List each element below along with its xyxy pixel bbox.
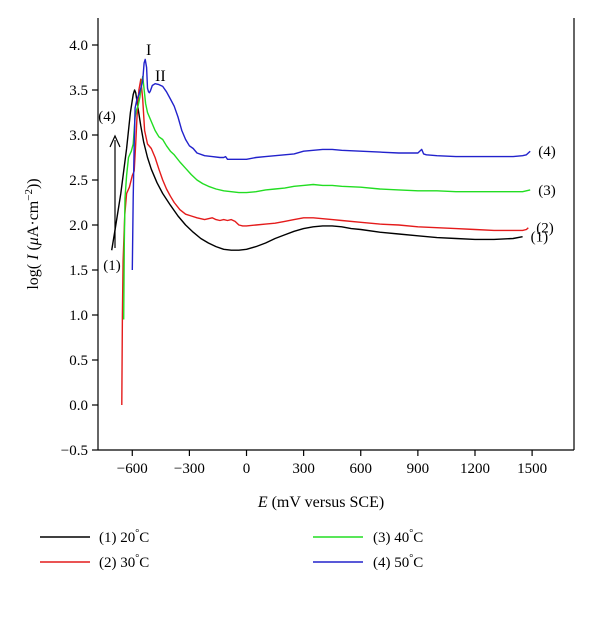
legend-label-4: (4) 50°C: [373, 553, 423, 571]
y-tick-label: −0.5: [61, 443, 88, 459]
x-tick-label: 900: [407, 461, 430, 477]
x-tick-label: 1500: [517, 461, 547, 477]
x-tick-label: 600: [350, 461, 373, 477]
legend: (1) 20°C (2) 30°C (3) 40°C (4) 50°C: [40, 528, 423, 571]
legend-label-3: (3) 40°C: [373, 528, 423, 546]
y-tick-label: 1.5: [69, 263, 88, 279]
legend-item-4: (4) 50°C: [313, 553, 423, 571]
series-line-1: [111, 89, 523, 251]
series-line-2: [121, 78, 529, 406]
x-tick-label: 0: [243, 461, 251, 477]
y-axis-title: log( I (μA·cm−2)): [23, 178, 42, 289]
axis-ticks: −600 −300 0 300 600 900 1200 1500 −0.5 0.0 0.5 1.0 1…: [61, 38, 547, 477]
y-tick-label: 1.0: [69, 308, 88, 324]
x-tick-label: 1200: [460, 461, 490, 477]
series-line-3: [123, 75, 531, 320]
temperature-arrow: (4) (1): [98, 109, 121, 274]
x-axis-title: E (mV versus SCE): [257, 494, 384, 511]
legend-label-1: (1) 20°C: [99, 528, 149, 546]
series-layer: [111, 58, 531, 406]
curve-label-1: (1): [531, 230, 549, 246]
arrow-head-icon: [109, 134, 121, 148]
curve-label-4: (4): [538, 144, 556, 160]
arrow-label-top: (4): [98, 109, 116, 125]
curve-label-3: (3): [538, 183, 556, 199]
legend-label-2: (2) 30°C: [99, 553, 149, 571]
curve-label-layer: (1)(2) (3) (4): [531, 144, 556, 246]
curve-label-2: (2): [536, 221, 554, 237]
y-tick-label: 2.5: [69, 173, 88, 189]
x-tick-label: 300: [292, 461, 315, 477]
y-tick-label: 0.5: [69, 353, 88, 369]
series-line-4: [131, 58, 531, 271]
y-tick-label: 3.5: [69, 83, 88, 99]
x-tick-label: −600: [117, 461, 148, 477]
x-tick-label: −300: [174, 461, 205, 477]
y-tick-label: 0.0: [69, 398, 88, 414]
y-tick-label: 2.0: [69, 218, 88, 234]
y-tick-label: 3.0: [69, 128, 88, 144]
legend-item-3: (3) 40°C: [313, 528, 423, 546]
legend-item-1: (1) 20°C: [40, 528, 149, 546]
peak-label-1: I: [146, 42, 151, 59]
y-tick-label: 4.0: [69, 38, 88, 54]
arrow-label-bottom: (1): [103, 258, 121, 274]
peak-label-2: II: [155, 68, 166, 85]
legend-item-2: (2) 30°C: [40, 553, 149, 571]
